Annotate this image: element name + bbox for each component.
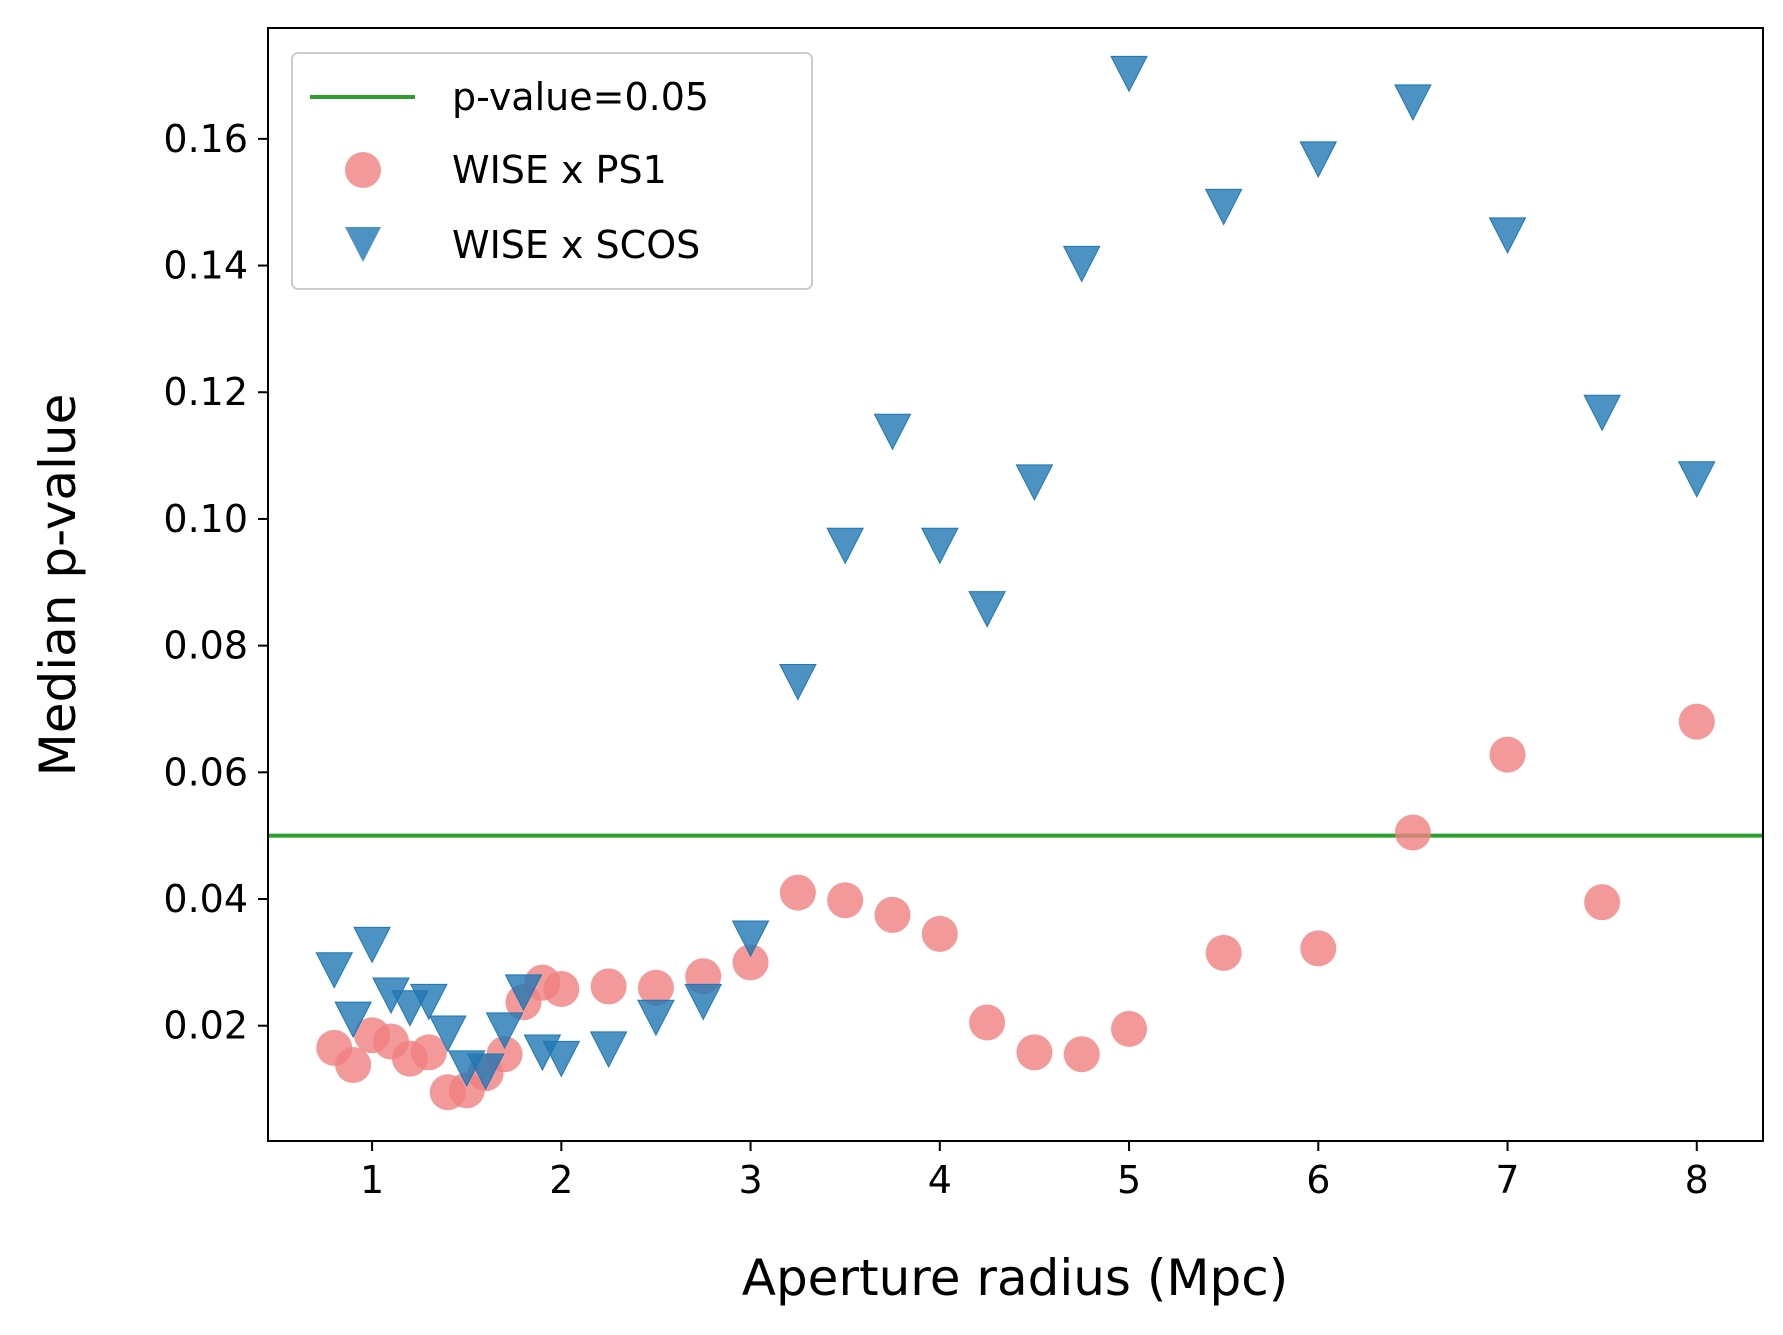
data-point-scos <box>920 527 959 565</box>
x-tick-label: 2 <box>549 1158 573 1202</box>
data-point-scos <box>1488 217 1527 254</box>
data-point-scos <box>826 527 865 565</box>
series-wise-scos <box>315 55 1716 1091</box>
data-point-scos <box>1394 84 1432 121</box>
data-point-ps1 <box>1300 930 1337 967</box>
data-point-scos <box>637 999 675 1037</box>
data-point-ps1 <box>1111 1010 1148 1047</box>
data-point-ps1 <box>827 882 864 919</box>
data-point-ps1 <box>969 1004 1006 1041</box>
data-point-scos <box>410 983 448 1021</box>
data-point-ps1 <box>543 970 580 1007</box>
y-tick-label: 0.04 <box>163 877 248 921</box>
data-point-scos <box>1583 394 1621 432</box>
data-point-ps1 <box>779 874 816 911</box>
data-point-scos <box>353 926 391 964</box>
y-tick-label: 0.16 <box>163 117 248 161</box>
data-point-scos <box>684 983 723 1021</box>
axes-frame <box>267 27 1764 1142</box>
data-point-scos <box>779 663 817 701</box>
y-tick-label: 0.06 <box>163 750 248 794</box>
legend-label-series-1: WISE x PS1 <box>452 148 667 192</box>
data-point-ps1 <box>1063 1036 1100 1073</box>
legend-box <box>291 52 813 290</box>
data-point-scos <box>542 1040 581 1078</box>
data-point-scos <box>504 974 543 1011</box>
data-point-ps1 <box>1016 1034 1053 1071</box>
data-point-scos <box>968 591 1006 628</box>
data-point-scos <box>589 1031 628 1068</box>
x-tick-label: 5 <box>1117 1158 1141 1202</box>
data-point-ps1 <box>1394 814 1431 851</box>
y-axis-title: Median p-value <box>29 394 87 777</box>
legend: p-value=0.05 WISE x PS1 WISE x SCOS <box>291 52 813 290</box>
data-point-ps1 <box>1584 884 1621 921</box>
data-point-scos <box>1062 245 1101 283</box>
data-point-scos <box>485 1012 524 1049</box>
x-tick-label: 6 <box>1306 1158 1330 1202</box>
y-tick-label: 0.02 <box>163 1004 248 1048</box>
data-point-ps1 <box>732 944 769 981</box>
data-point-ps1 <box>410 1034 447 1071</box>
legend-label-series-2: WISE x SCOS <box>452 223 700 267</box>
y-tick-label: 0.12 <box>163 370 248 414</box>
x-tick-label: 3 <box>738 1158 762 1202</box>
data-point-scos <box>1204 188 1243 226</box>
data-point-ps1 <box>1489 736 1526 773</box>
data-point-scos <box>1110 55 1148 93</box>
x-tick-label: 7 <box>1495 1158 1519 1202</box>
x-tick-label: 4 <box>928 1158 952 1202</box>
data-point-scos <box>1299 141 1338 178</box>
data-point-scos <box>731 920 770 958</box>
data-point-scos <box>1677 461 1716 498</box>
data-point-scos <box>873 413 912 451</box>
legend-triangle-swatch <box>345 227 381 262</box>
y-axis: 0.02 0.04 0.06 0.08 0.10 0.12 0.14 0.16 <box>163 117 268 1048</box>
data-point-ps1 <box>335 1046 372 1083</box>
data-point-ps1 <box>921 915 958 952</box>
x-tick-label: 8 <box>1685 1158 1709 1202</box>
data-point-scos <box>334 1001 372 1039</box>
x-axis: 1 2 3 4 5 6 7 8 <box>360 1141 1709 1202</box>
data-point-scos <box>428 1015 467 1053</box>
data-point-ps1 <box>1205 934 1242 971</box>
data-point-ps1 <box>874 896 911 933</box>
data-point-scos <box>1015 464 1054 502</box>
y-tick-label: 0.08 <box>163 624 248 668</box>
plot-area <box>268 55 1763 1111</box>
series-wise-ps1 <box>316 703 1715 1111</box>
data-point-ps1 <box>1678 703 1715 740</box>
data-point-scos <box>315 952 354 989</box>
data-point-ps1 <box>590 968 627 1005</box>
data-point-scos <box>466 1053 505 1091</box>
data-point-ps1 <box>637 969 674 1006</box>
legend-circle-swatch <box>345 152 381 188</box>
y-tick-label: 0.10 <box>163 497 248 541</box>
x-tick-label: 1 <box>360 1158 384 1202</box>
x-axis-title: Aperture radius (Mpc) <box>742 1249 1289 1307</box>
legend-label-reference: p-value=0.05 <box>452 75 709 119</box>
y-tick-label: 0.14 <box>163 244 248 288</box>
